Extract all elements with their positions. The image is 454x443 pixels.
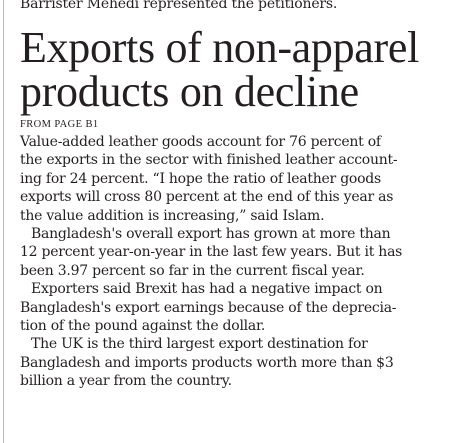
paragraph-3: Exporters said Brexit has had a negative… — [20, 280, 448, 335]
headline: Exports of non-apparel products on decli… — [20, 26, 448, 114]
jump-label: FROM PAGE B1 — [20, 119, 99, 130]
paragraph-2-line-1: Bangladesh's overall export has grown at… — [31, 226, 391, 243]
paragraph-2-line-3: been 3.97 percent so far in the current … — [20, 262, 365, 279]
column-divider — [3, 0, 4, 443]
paragraph-1-line-1: Value-added leather goods account for 76… — [20, 134, 381, 150]
paragraph-1-line-4: exports will cross 80 percent at the end… — [20, 189, 394, 206]
previous-article-last-line: Barrister Mehedi represented the petitio… — [20, 0, 338, 12]
paragraph-1-line-3: ing for 24 percent. “I hope the ratio of… — [20, 170, 381, 187]
paragraph-4-line-3: billion a year from the country. — [20, 373, 232, 390]
paragraph-3-line-1: Exporters said Brexit has had a negative… — [31, 281, 383, 298]
paragraph-1: Value-added leather goods account for 76… — [20, 133, 448, 225]
paragraph-1-line-5: the value addition is increasing,” said … — [20, 207, 325, 224]
headline-line-2: products on decline — [20, 67, 359, 116]
paragraph-2: Bangladesh's overall export has grown at… — [20, 225, 448, 280]
paragraph-3-line-3: tion of the pound against the dollar. — [20, 318, 266, 335]
paragraph-4-line-2: Bangladesh and imports products worth mo… — [20, 354, 394, 371]
headline-line-1: Exports of non-apparel — [20, 23, 420, 72]
article: Barrister Mehedi represented the petitio… — [20, 0, 448, 391]
paragraph-4-line-1: The UK is the third largest export desti… — [31, 336, 368, 353]
paragraph-2-line-2: 12 percent year-on-year in the last few … — [20, 244, 403, 261]
paragraph-3-line-2: Bangladesh's export earnings because of … — [20, 299, 397, 316]
paragraph-4: The UK is the third largest export desti… — [20, 335, 448, 390]
paragraph-1-line-2: the exports in the sector with finished … — [20, 152, 398, 169]
